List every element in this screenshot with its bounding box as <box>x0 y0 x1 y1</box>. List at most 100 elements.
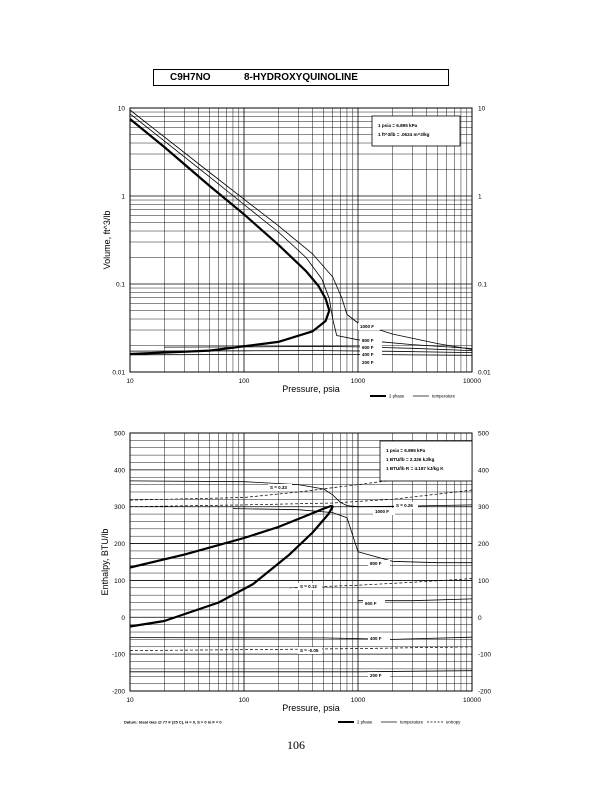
y-tick-label-left: -100 <box>112 652 125 659</box>
info-box: 1 psia = 6.895 kPa 1 BTU/lb = 2.326 kJ/kg… <box>379 440 473 482</box>
series-line-400-f <box>129 636 473 640</box>
y-tick-label-left: 0 <box>121 615 125 622</box>
x-tick-label: 10000 <box>463 378 481 385</box>
legend-label: 2 phase <box>357 720 373 725</box>
y-axis-label: Volume, ft^3/lb <box>102 211 112 270</box>
y-tick-label-left: 10 <box>118 106 126 113</box>
isotherm-label: 400 F <box>370 636 382 641</box>
x-tick-label: 10 <box>126 697 134 704</box>
y-tick-label-left: 1 <box>121 194 125 201</box>
isotherm-label-bg <box>363 600 385 607</box>
entropy-label-bg <box>298 583 322 590</box>
formula-label: C9H7NO <box>170 72 211 83</box>
y-tick-label-right: 100 <box>478 578 489 585</box>
info-box-frame <box>379 440 473 482</box>
info-box-line: 1 psia = 6.895 kPa <box>386 448 426 453</box>
series-line-1000-f <box>129 109 473 350</box>
isotherm-label: 600 F <box>365 601 377 606</box>
entropy-label: S = 0.33 <box>270 485 287 490</box>
entropy-label: S = -0.05 <box>300 648 319 653</box>
isotherm-label-bg <box>360 351 382 358</box>
y-tick-label-left: 0.1 <box>116 282 125 289</box>
y-tick-label-left: 300 <box>114 504 125 511</box>
legend-label: 2 phase <box>389 394 405 399</box>
y-tick-label-right: -100 <box>478 652 491 659</box>
series-line-800-f <box>232 508 472 564</box>
isotherm-label-bg <box>368 635 390 642</box>
x-tick-label: 10 <box>126 378 134 385</box>
plot-frame <box>129 432 473 692</box>
y-tick-label-left: -200 <box>112 689 125 696</box>
y-tick-label-right: 10 <box>478 106 486 113</box>
series-line-2-phase <box>129 504 334 628</box>
series-line-2-phase <box>129 118 331 356</box>
info-box-line: 1 BTU/lb = 2.326 kJ/kg <box>386 457 435 462</box>
info-box-line: 1 BTU/lb R = 4.187 kJ/kg K <box>386 466 444 471</box>
x-tick-label: 10000 <box>463 697 481 704</box>
info-box-frame <box>371 115 461 147</box>
entropy-label: S = 0.26 <box>396 503 413 508</box>
grid-lines <box>129 108 472 373</box>
plot-frame <box>129 107 473 373</box>
entropy-label-bg <box>268 484 292 491</box>
y-tick-label-left: 400 <box>114 467 125 474</box>
series-line-400-f <box>129 350 473 353</box>
entropy-label-bg <box>298 647 322 654</box>
y-tick-label-right: -200 <box>478 689 491 696</box>
entropy-label-bg <box>394 502 418 509</box>
x-axis-label: Pressure, psia <box>282 384 340 394</box>
y-tick-label-right: 500 <box>478 431 489 438</box>
y-tick-label-left: 200 <box>114 541 125 548</box>
legend: 2 phase temperature entropy <box>338 720 461 725</box>
entropy-label: S = 0.12 <box>300 584 317 589</box>
isotherm-label-bg <box>360 337 382 344</box>
compound-name-label: 8-HYDROXYQUINOLINE <box>244 72 358 83</box>
isotherm-label-bg <box>373 508 395 515</box>
x-tick-label: 100 <box>239 378 250 385</box>
x-tick-label: 100 <box>239 697 250 704</box>
series-line-s-0-12 <box>289 578 473 589</box>
isotherm-label: 800 F <box>370 561 382 566</box>
series-line-200-f <box>129 354 473 356</box>
isotherm-label: 800 F <box>362 338 374 343</box>
info-box-line: 1 psia = 6.895 kPa <box>378 123 418 128</box>
isotherm-label-bg <box>360 344 382 351</box>
x-tick-label: 1000 <box>351 697 366 704</box>
isotherm-label: 400 F <box>362 352 374 357</box>
y-tick-label-left: 100 <box>114 578 125 585</box>
legend-label: temperature <box>432 394 456 399</box>
page-number: 106 <box>287 738 305 752</box>
y-tick-label-right: 200 <box>478 541 489 548</box>
y-tick-label-right: 300 <box>478 504 489 511</box>
y-tick-label-right: 0.1 <box>478 282 487 289</box>
info-box-line: 1 ft^3/lb = .0624 m^3/kg <box>378 132 430 137</box>
isotherm-label: 1000 F <box>360 324 374 329</box>
footnote: Datum: Ideal Gas @ 77 F (25 C), H = 0, S… <box>124 720 222 725</box>
series-line-s-0-26 <box>129 489 473 508</box>
isotherm-label-bg <box>360 359 382 366</box>
isotherm-label-bg <box>368 560 390 567</box>
x-axis-label: Pressure, psia <box>282 703 340 713</box>
info-box: 1 psia = 6.895 kPa 1 ft^3/lb = .0624 m^3/… <box>371 115 461 147</box>
isotherm-label-bg <box>368 672 390 679</box>
y-tick-label-right: 0.01 <box>478 370 491 377</box>
isotherm-label: 1000 F <box>375 509 389 514</box>
series-line-200-f <box>130 670 473 673</box>
y-axis-label: Enthalpy, BTU/lb <box>100 529 110 596</box>
legend-label: entropy <box>446 720 461 725</box>
series-line-1000-f <box>129 480 473 508</box>
y-tick-label-left: 0.01 <box>112 370 125 377</box>
chart-title-box: C9H7NO 8-HYDROXYQUINOLINE <box>153 69 449 86</box>
y-tick-label-right: 400 <box>478 467 489 474</box>
isotherm-label: 200 F <box>362 360 374 365</box>
x-tick-label: 1000 <box>351 378 366 385</box>
legend-label: temperature <box>400 720 424 725</box>
y-tick-label-left: 500 <box>114 431 125 438</box>
y-tick-label-right: 0 <box>478 615 482 622</box>
isotherm-label: 200 F <box>370 673 382 678</box>
isotherm-label: 600 F <box>362 345 374 350</box>
legend: 2 phase temperature <box>370 394 456 399</box>
y-tick-label-right: 1 <box>478 194 482 201</box>
